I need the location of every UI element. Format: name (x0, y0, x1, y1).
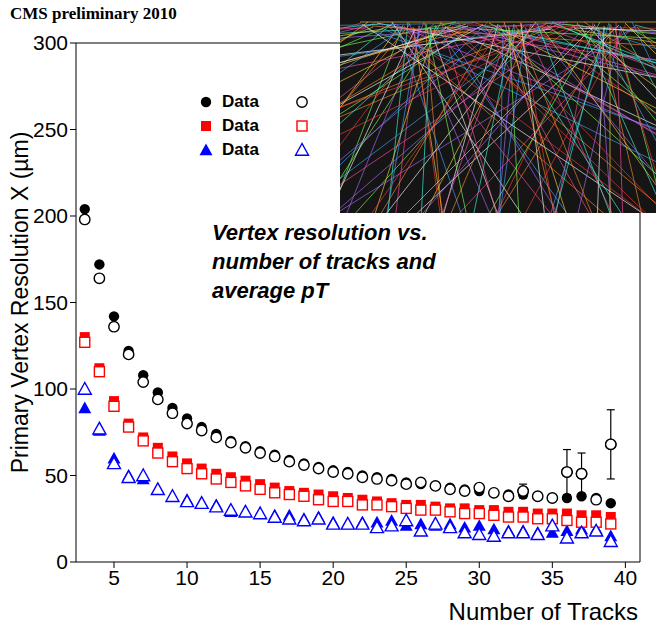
svg-text:Primary Vertex Resolution X (µ: Primary Vertex Resolution X (µm) (7, 132, 33, 474)
svg-text:200: 200 (33, 204, 68, 227)
svg-text:250: 250 (33, 118, 68, 141)
svg-text:25: 25 (395, 566, 418, 589)
svg-text:35: 35 (541, 566, 564, 589)
svg-text:10: 10 (175, 566, 198, 589)
svg-text:100: 100 (33, 377, 68, 400)
html-text:Data: Data (222, 92, 259, 111)
html-text:Vertex resolution vs. number o: Vertex resolution vs. number of tracks a… (212, 220, 436, 303)
html-text:Data: Data (222, 116, 259, 135)
svg-text:50: 50 (45, 464, 68, 487)
svg-text:20: 20 (321, 566, 344, 589)
html-text:CMS preliminary 2010: CMS preliminary 2010 (10, 4, 177, 23)
svg-text:30: 30 (468, 566, 491, 589)
svg-text:0: 0 (56, 550, 68, 573)
svg-text:150: 150 (33, 291, 68, 314)
svg-text:40: 40 (614, 566, 637, 589)
svg-text:300: 300 (33, 31, 68, 54)
svg-text:Number of Tracks: Number of Tracks (449, 598, 638, 625)
html-text:Data: Data (222, 140, 259, 159)
svg-text:15: 15 (248, 566, 271, 589)
svg-text:5: 5 (108, 566, 120, 589)
